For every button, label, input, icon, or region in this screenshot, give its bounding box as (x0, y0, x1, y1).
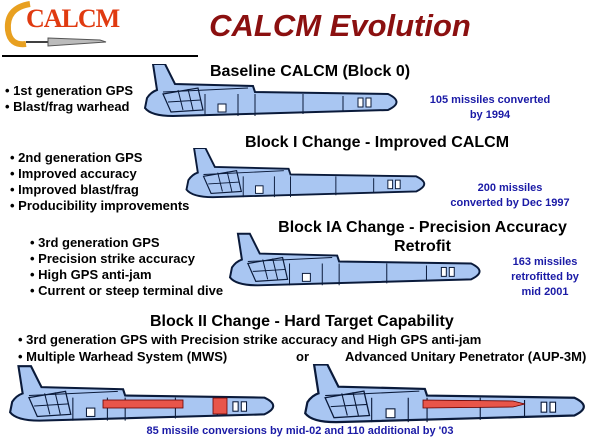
bullet: • 2nd generation GPS (10, 150, 143, 165)
bullet: • High GPS anti-jam (30, 267, 152, 282)
block-2-heading: Block II Change - Hard Target Capability (150, 313, 454, 330)
block-2-aup-label: Advanced Unitary Penetrator (AUP-3M) (345, 349, 587, 364)
block-1a-bullets: • 3rd generation GPS • Precision strike … (30, 235, 223, 299)
mws-submunition (212, 397, 228, 415)
header-rule (2, 55, 198, 57)
page-title: CALCM Evolution (209, 8, 471, 43)
mws-warhead (102, 399, 184, 409)
bullet: • Improved blast/frag (10, 182, 139, 197)
block-0-heading: Baseline CALCM (Block 0) (210, 63, 411, 80)
bullet: • Precision strike accuracy (30, 251, 195, 266)
block-1-note: 200 missiles converted by Dec 1997 (450, 182, 570, 209)
block-1-heading: Block I Change - Improved CALCM (245, 134, 510, 151)
bullet: • Improved accuracy (10, 166, 137, 181)
block-2-footer: 85 missile conversions by mid-02 and 110… (146, 425, 454, 437)
aup-penetrator (422, 399, 526, 409)
block-2-bullet-2: • Multiple Warhead System (MWS) (18, 349, 228, 364)
block-0-bullets: • 1st generation GPS • Blast/frag warhea… (5, 83, 133, 115)
or-label: or (296, 349, 309, 364)
bullet: • Blast/frag warhead (5, 99, 130, 114)
logo-graphic (4, 1, 107, 48)
block-0-note: 105 missiles converted by 1994 (429, 94, 551, 121)
logo-text: CALCM (26, 4, 120, 33)
bullet: • Current or steep terminal dive (30, 283, 224, 298)
missile-block-1 (175, 148, 440, 200)
bullet: • Producibility improvements (10, 198, 190, 213)
block-2-bullet-1: • 3rd generation GPS with Precision stri… (18, 332, 482, 347)
block-1a-note: 163 missiles retrofitted by mid 2001 (511, 256, 579, 298)
bullet: • 3rd generation GPS (30, 235, 160, 250)
bullet: • 1st generation GPS (5, 83, 134, 98)
block-1-bullets: • 2nd generation GPS • Improved accuracy… (10, 150, 189, 214)
missile-block-2-mws (8, 364, 280, 426)
calcm-logo: CALCM (0, 0, 120, 54)
block-1a-heading: Block IA Change - Precision Accuracy Retr… (278, 219, 567, 255)
missile-block-2-aup (303, 364, 591, 426)
